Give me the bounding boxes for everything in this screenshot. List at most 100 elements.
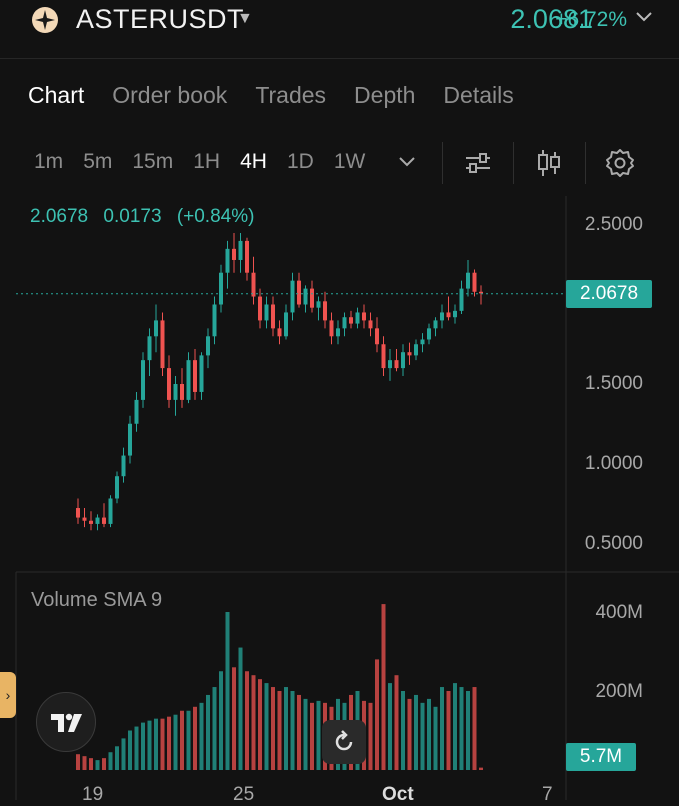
reset-chart-button[interactable] — [322, 720, 366, 764]
volume-bar — [108, 752, 113, 770]
side-panel-toggle[interactable]: › — [0, 672, 16, 718]
interval-4h[interactable]: 4H — [240, 150, 267, 173]
header: ASTERUSDT ▼ 2.0681 +6.72% — [0, 0, 679, 40]
interval-1d[interactable]: 1D — [286, 150, 314, 173]
volume-bar — [472, 687, 477, 770]
candle — [251, 272, 256, 297]
candle — [186, 360, 191, 400]
interval-1w[interactable]: 1W — [333, 150, 366, 173]
candle — [303, 288, 308, 305]
volume-bar — [310, 702, 314, 770]
volume-bar — [212, 687, 217, 770]
volume-bar — [245, 671, 249, 770]
volume-bars-group — [76, 604, 483, 770]
volume-bar — [193, 706, 197, 770]
candle — [459, 288, 464, 311]
volume-bar — [238, 647, 243, 770]
tradingview-logo-icon[interactable] — [36, 692, 96, 752]
candle — [199, 355, 204, 392]
candle — [82, 517, 87, 521]
volume-bar — [251, 675, 256, 770]
ohlc-change: 0.0173 — [103, 206, 162, 227]
tab-order-book[interactable]: Order book — [112, 82, 228, 108]
volume-bar — [167, 716, 171, 770]
volume-bar — [290, 691, 295, 770]
volume-bar — [199, 702, 204, 770]
volume-bar — [206, 694, 210, 770]
indicators-icon[interactable] — [462, 147, 494, 184]
volume-pane-label: Volume SMA 9 — [31, 589, 163, 611]
candle — [446, 312, 451, 318]
tab-depth[interactable]: Depth — [354, 82, 416, 108]
candle — [329, 320, 334, 337]
candle — [271, 304, 275, 329]
candle — [401, 352, 405, 369]
volume-bar — [225, 612, 230, 770]
volume-bar — [440, 687, 444, 770]
tab-chart[interactable]: Chart — [28, 82, 85, 108]
divider — [0, 58, 679, 59]
candle — [284, 312, 288, 337]
candle — [336, 328, 340, 337]
tab-trades[interactable]: Trades — [255, 82, 327, 108]
volume-bar — [284, 687, 288, 770]
divider — [442, 142, 443, 184]
ohlc-close: 2.0678 — [30, 206, 89, 227]
chevron-down-icon[interactable] — [635, 10, 653, 28]
volume-bar — [82, 756, 87, 770]
interval-1m[interactable]: 1m — [34, 150, 64, 173]
candle — [349, 317, 353, 324]
gear-icon[interactable] — [604, 147, 636, 184]
volume-bar — [446, 691, 451, 770]
interval-1h[interactable]: 1H — [193, 150, 221, 173]
candle — [440, 312, 444, 321]
volume-bar — [381, 604, 386, 770]
volume-bar — [297, 694, 301, 770]
candle-type-icon[interactable] — [533, 147, 565, 184]
candle — [167, 368, 171, 400]
candle — [225, 248, 230, 273]
volume-bar — [368, 702, 373, 770]
candle — [95, 517, 100, 524]
caret-down-icon[interactable]: ▼ — [237, 10, 253, 27]
time-axis-label: 25 — [233, 784, 255, 805]
symbol-name[interactable]: ASTERUSDT — [76, 4, 245, 34]
volume-bar — [89, 758, 93, 770]
candle — [108, 498, 113, 524]
volume-bar — [433, 706, 438, 770]
price-axis-label: 1.0000 — [584, 453, 643, 474]
interval-15m[interactable]: 15m — [132, 150, 174, 173]
volume-axis-label: 200M — [595, 681, 643, 702]
volume-bar — [173, 714, 178, 770]
current-volume-tag: 5.7M — [566, 743, 636, 771]
candle — [453, 310, 457, 318]
volume-bar — [115, 746, 119, 770]
volume-bar — [479, 767, 483, 770]
candle — [368, 320, 373, 329]
chevron-down-icon[interactable] — [398, 155, 416, 173]
volume-bar — [128, 730, 132, 770]
price-axis-label: 2.5000 — [584, 214, 643, 235]
volume-bar — [407, 698, 412, 770]
volume-bar — [277, 691, 282, 770]
interval-5m[interactable]: 5m — [83, 150, 113, 173]
volume-bar — [76, 754, 80, 770]
candle — [206, 336, 210, 356]
interval-selector: 1m 5m 15m 1H 4H 1D 1W — [34, 150, 365, 174]
candle — [232, 248, 236, 260]
candle — [154, 320, 158, 337]
rotate-icon — [335, 730, 353, 751]
candle — [316, 301, 321, 308]
candle — [297, 280, 301, 305]
candle — [394, 360, 399, 369]
candle — [375, 328, 379, 345]
candle — [193, 360, 197, 392]
last-price: 2.0681 — [510, 4, 593, 34]
volume-bar — [121, 738, 126, 770]
candle — [173, 384, 178, 400]
candle — [310, 288, 314, 308]
tab-details[interactable]: Details — [443, 82, 514, 108]
volume-bar — [316, 700, 321, 770]
candle — [89, 520, 93, 524]
ohlc-legend: 2.0678 0.0173 (+0.84%) — [30, 206, 264, 228]
